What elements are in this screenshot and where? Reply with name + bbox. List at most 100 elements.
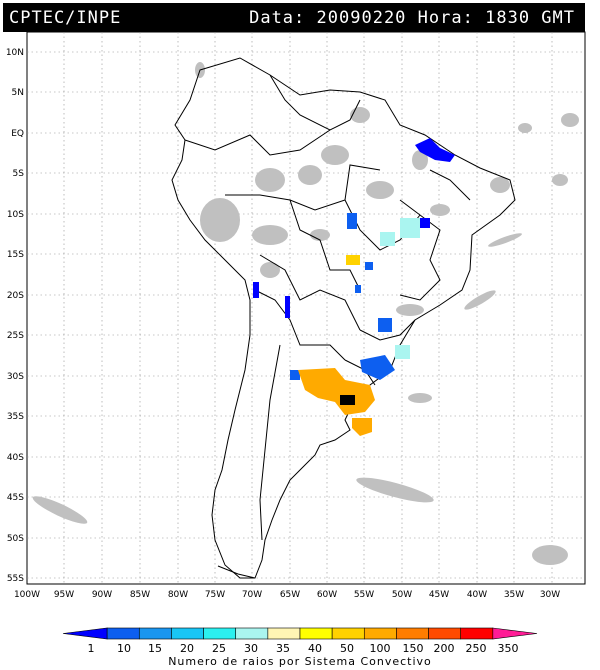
lon-label: 100W [14, 590, 40, 600]
lat-label: 35S [7, 412, 24, 422]
legend-swatch [62, 627, 108, 640]
lat-label: 45S [7, 493, 24, 503]
source-label: CPTEC/INPE [9, 8, 122, 28]
title-bar: CPTEC/INPE Data: 20090220 Hora: 1830 GMT [3, 3, 585, 32]
lat-label: 5S [13, 169, 25, 179]
legend-tick: 1 [88, 642, 95, 655]
lon-label: 95W [54, 590, 74, 600]
legend-swatch [138, 627, 172, 640]
lon-label: 80W [168, 590, 188, 600]
lat-label: EQ [11, 129, 24, 139]
lat-label: 50S [7, 534, 24, 544]
lon-label: 50W [392, 590, 412, 600]
legend-tick: 25 [212, 642, 226, 655]
lat-label: 10N [6, 48, 24, 58]
storm-cell [340, 395, 355, 405]
south-america-coast [171, 57, 516, 579]
lat-label: 15S [7, 250, 24, 260]
lat-label: 30S [7, 372, 24, 382]
border-line [259, 344, 281, 541]
legend-swatches [62, 627, 538, 640]
border-line [359, 319, 416, 341]
legend-swatch [171, 627, 204, 640]
legend-swatch [428, 627, 462, 640]
legend-tick: 350 [498, 642, 519, 655]
legend-tick: 40 [308, 642, 322, 655]
time-value: 1830 GMT [485, 8, 575, 28]
coastlines [171, 57, 516, 579]
lon-label: 35W [504, 590, 524, 600]
lon-label: 45W [429, 590, 449, 600]
lat-label: 5N [12, 88, 24, 98]
border-line [429, 169, 471, 201]
lon-label: 55W [354, 590, 374, 600]
legend-tick: 30 [244, 642, 258, 655]
lat-labels: 10N 5N EQ 5S 10S 15S 20S 25S 30S 35S 40S… [6, 48, 24, 584]
legend-swatch [106, 627, 140, 640]
border-line [184, 129, 331, 156]
island [217, 565, 256, 579]
legend-title: Numero de raios por Sistema Convectivo [168, 655, 432, 668]
lat-label: 25S [7, 331, 24, 341]
border-line [269, 74, 361, 131]
lon-label: 75W [205, 590, 225, 600]
legend-tick: 150 [403, 642, 424, 655]
storm-cell [420, 218, 430, 228]
legend-tick: 15 [148, 642, 162, 655]
legend-swatch [331, 627, 365, 640]
border-line [225, 164, 381, 211]
map-frame [26, 31, 586, 585]
legend: 1 10 15 20 25 30 35 40 50 100 150 200 25… [62, 627, 538, 668]
storm-cell [378, 318, 392, 332]
legend-tick: 10 [117, 642, 131, 655]
lon-label: 85W [130, 590, 150, 600]
date-label: Data: [249, 8, 306, 28]
border-line [254, 289, 346, 361]
lat-label: 10S [7, 210, 24, 220]
legend-swatch [235, 627, 269, 640]
storm-cell [253, 282, 259, 298]
legend-swatch [299, 627, 333, 640]
date-value: 20090220 [316, 8, 407, 28]
time-label: Hora: [417, 8, 474, 28]
legend-tick: 35 [276, 642, 290, 655]
lon-label: 70W [242, 590, 262, 600]
lat-label: 40S [7, 453, 24, 463]
lon-label: 40W [467, 590, 487, 600]
legend-swatch [267, 627, 301, 640]
legend-swatch [492, 627, 538, 640]
storm-cell [298, 368, 375, 415]
legend-swatch [203, 627, 237, 640]
date-time-label: Data: 20090220 Hora: 1830 GMT [249, 8, 575, 28]
legend-tick: 20 [180, 642, 194, 655]
storm-cell [346, 255, 360, 265]
storm-cell [347, 213, 357, 229]
legend-swatch [363, 627, 397, 640]
border-line [289, 199, 361, 291]
lat-label: 55S [7, 574, 24, 584]
lat-label: 20S [7, 291, 24, 301]
storm-cell [415, 138, 455, 162]
storm-cell [380, 232, 395, 246]
legend-ticks: 1 10 15 20 25 30 35 40 50 100 150 200 25… [88, 642, 519, 655]
storm-cell [285, 296, 290, 318]
lon-label: 60W [317, 590, 337, 600]
lon-labels: 100W 95W 90W 85W 80W 75W 70W 65W 60W 55W… [14, 590, 560, 600]
storm-cell [360, 355, 395, 380]
legend-swatch [460, 627, 494, 640]
storm-cell [352, 418, 372, 436]
storm-cell [355, 285, 361, 293]
cloud-cover [32, 62, 579, 565]
legend-swatch [396, 627, 429, 640]
storm-cell [395, 345, 410, 359]
storm-cell [290, 370, 300, 380]
legend-tick: 50 [340, 642, 354, 655]
legend-tick: 100 [370, 642, 391, 655]
legend-tick: 250 [466, 642, 487, 655]
border-line [259, 254, 361, 331]
lon-label: 30W [540, 590, 560, 600]
storm-cell [365, 262, 373, 270]
lon-label: 90W [92, 590, 112, 600]
storm-cell [400, 218, 420, 238]
